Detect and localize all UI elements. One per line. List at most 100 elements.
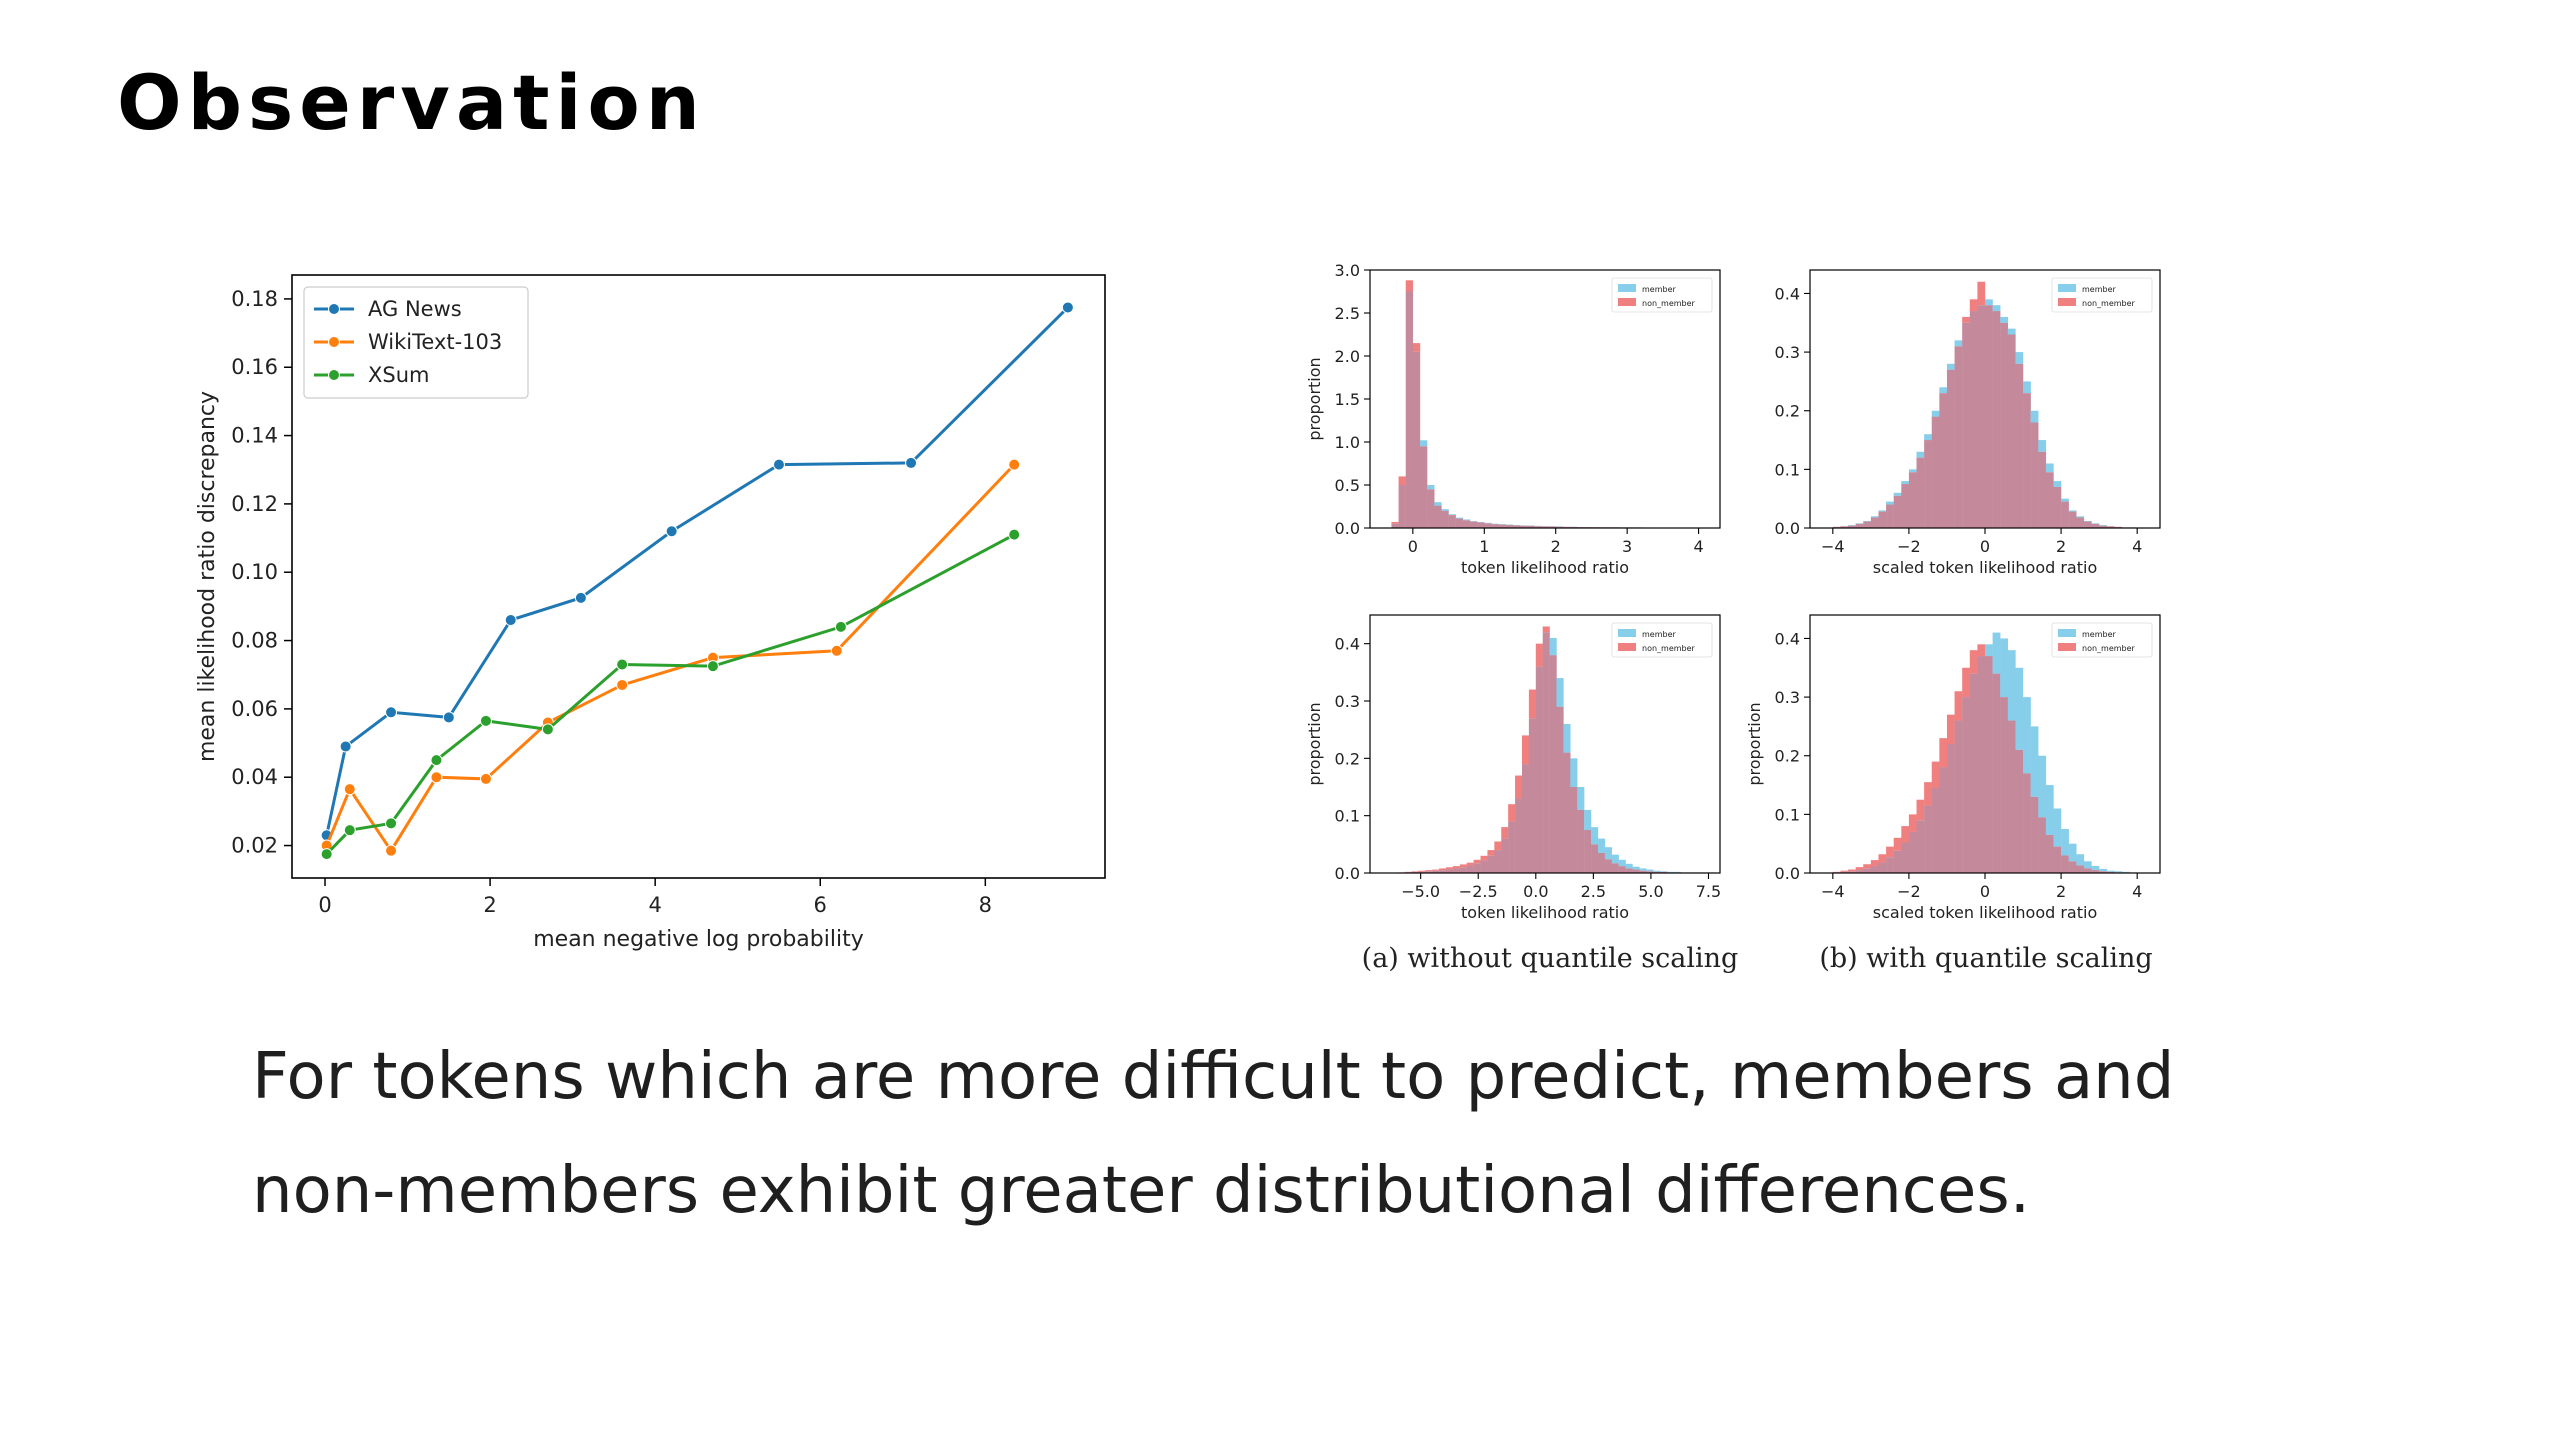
- overlap-bar: [1886, 857, 1894, 873]
- legend-label: WikiText-103: [368, 330, 502, 354]
- x-tick-label: 2.5: [1581, 882, 1606, 901]
- member-bar: [1646, 869, 1654, 872]
- non-member-bar: [1411, 871, 1419, 872]
- subcaption-b: (b) with quantile scaling: [1819, 943, 2152, 974]
- y-tick-label: 0.3: [1775, 688, 1800, 707]
- member-bar: [1604, 847, 1612, 860]
- member-bar: [1427, 485, 1435, 490]
- non-member-bar: [1863, 864, 1872, 869]
- member-bar: [1893, 492, 1902, 496]
- member-bar: [2083, 520, 2092, 522]
- legend-swatch-non-member: [1618, 298, 1636, 306]
- non-member-bar: [1398, 476, 1406, 485]
- member-bar: [2061, 498, 2069, 502]
- overlap-bar: [1555, 526, 1564, 528]
- data-point: [574, 591, 587, 604]
- x-tick-label: 4: [648, 893, 661, 917]
- overlap-bar: [1878, 862, 1887, 873]
- overlap-bar: [1597, 852, 1606, 873]
- x-tick-label: 4: [2132, 537, 2142, 556]
- legend-box: [1611, 622, 1713, 658]
- overlap-bar: [1534, 526, 1542, 528]
- overlap-bar: [1498, 524, 1506, 528]
- overlap-bar: [1939, 767, 1948, 873]
- y-tick-label: 0.1: [1335, 807, 1360, 826]
- legend-label-non-member: non_member: [2082, 299, 2136, 308]
- y-tick-label: 0.18: [231, 287, 278, 311]
- overlap-bar: [1455, 518, 1464, 528]
- overlap-bar: [2083, 521, 2092, 528]
- legend-label-member: member: [2082, 630, 2117, 639]
- overlap-bar: [1427, 489, 1435, 528]
- member-bar: [1946, 363, 1955, 370]
- legend-swatch-member: [1618, 284, 1636, 292]
- member-bar: [1908, 469, 1917, 473]
- overlap-bar: [1448, 515, 1456, 528]
- member-bar: [2007, 650, 2016, 721]
- overlap-bar: [1992, 673, 2001, 873]
- overlap-bar: [1946, 744, 1955, 873]
- overlap-bar: [2000, 322, 2009, 528]
- member-bar: [1618, 859, 1626, 867]
- member-bar: [1985, 644, 1993, 657]
- y-axis-label: proportion: [1305, 357, 1324, 440]
- overlap-bar: [2076, 865, 2085, 873]
- legend-label-non-member: non_member: [2082, 644, 2136, 653]
- overlap-bar: [2000, 697, 2009, 873]
- x-tick-label: 2: [483, 893, 496, 917]
- member-bar: [2015, 352, 2024, 364]
- member-bar: [2045, 785, 2054, 835]
- series-line-wikitext-103: [325, 463, 1016, 854]
- overlap-bar: [1432, 870, 1440, 873]
- overlap-bar: [1535, 666, 1543, 873]
- non-member-bar: [1855, 867, 1864, 871]
- non-member-bar: [1901, 826, 1910, 843]
- overlap-bar: [2023, 773, 2031, 873]
- x-tick-label: −2: [1897, 882, 1921, 901]
- non-member-bar: [1962, 667, 1970, 698]
- non-member-bar: [1404, 871, 1412, 873]
- overlap-bar: [1548, 526, 1556, 528]
- legend-marker: [328, 303, 340, 315]
- line-chart-axes: [291, 274, 1106, 879]
- data-point: [1008, 528, 1021, 541]
- x-tick-label: 8: [979, 893, 992, 917]
- overlap-bar: [2015, 363, 2024, 528]
- x-tick-label: −2.5: [1459, 882, 1498, 901]
- x-tick-label: 4: [2132, 882, 2142, 901]
- y-tick-label: 0.5: [1335, 476, 1360, 495]
- member-bar: [1584, 809, 1592, 830]
- x-tick-label: 0.0: [1523, 882, 1548, 901]
- non-member-bar: [1908, 814, 1917, 832]
- y-tick-label: 0.08: [231, 629, 278, 653]
- overlap-bar: [1924, 805, 1932, 873]
- legend-label: XSum: [368, 363, 429, 387]
- member-bar: [1954, 340, 1963, 347]
- non-member-bar: [1878, 854, 1887, 863]
- overlap-bar: [1556, 706, 1564, 873]
- member-bar: [2091, 523, 2100, 524]
- legend-label-member: member: [1642, 630, 1677, 639]
- x-tick-label: 7.5: [1696, 882, 1721, 901]
- member-bar: [2053, 481, 2062, 487]
- overlap-bar: [2007, 334, 2016, 528]
- y-tick-label: 0.04: [231, 765, 278, 789]
- member-bar: [1985, 299, 1993, 306]
- overlap-bar: [2053, 846, 2062, 873]
- member-bar: [1597, 838, 1606, 853]
- overlap-bar: [1886, 504, 1894, 528]
- member-bar: [1462, 519, 1471, 521]
- overlap-bar: [1473, 863, 1481, 873]
- overlap-bar: [1508, 821, 1516, 873]
- overlap-bar: [1863, 868, 1872, 873]
- overlap-bar: [1893, 495, 1902, 528]
- legend-box: [1611, 277, 1713, 313]
- data-point: [665, 525, 678, 538]
- overlap-bar: [1542, 632, 1550, 873]
- x-tick-label: 3: [1622, 537, 1632, 556]
- overlap-bar: [1916, 820, 1925, 873]
- member-bar: [1886, 501, 1894, 505]
- legend-marker: [328, 336, 340, 348]
- legend-box: [2051, 622, 2153, 658]
- non-member-bar: [1494, 841, 1502, 851]
